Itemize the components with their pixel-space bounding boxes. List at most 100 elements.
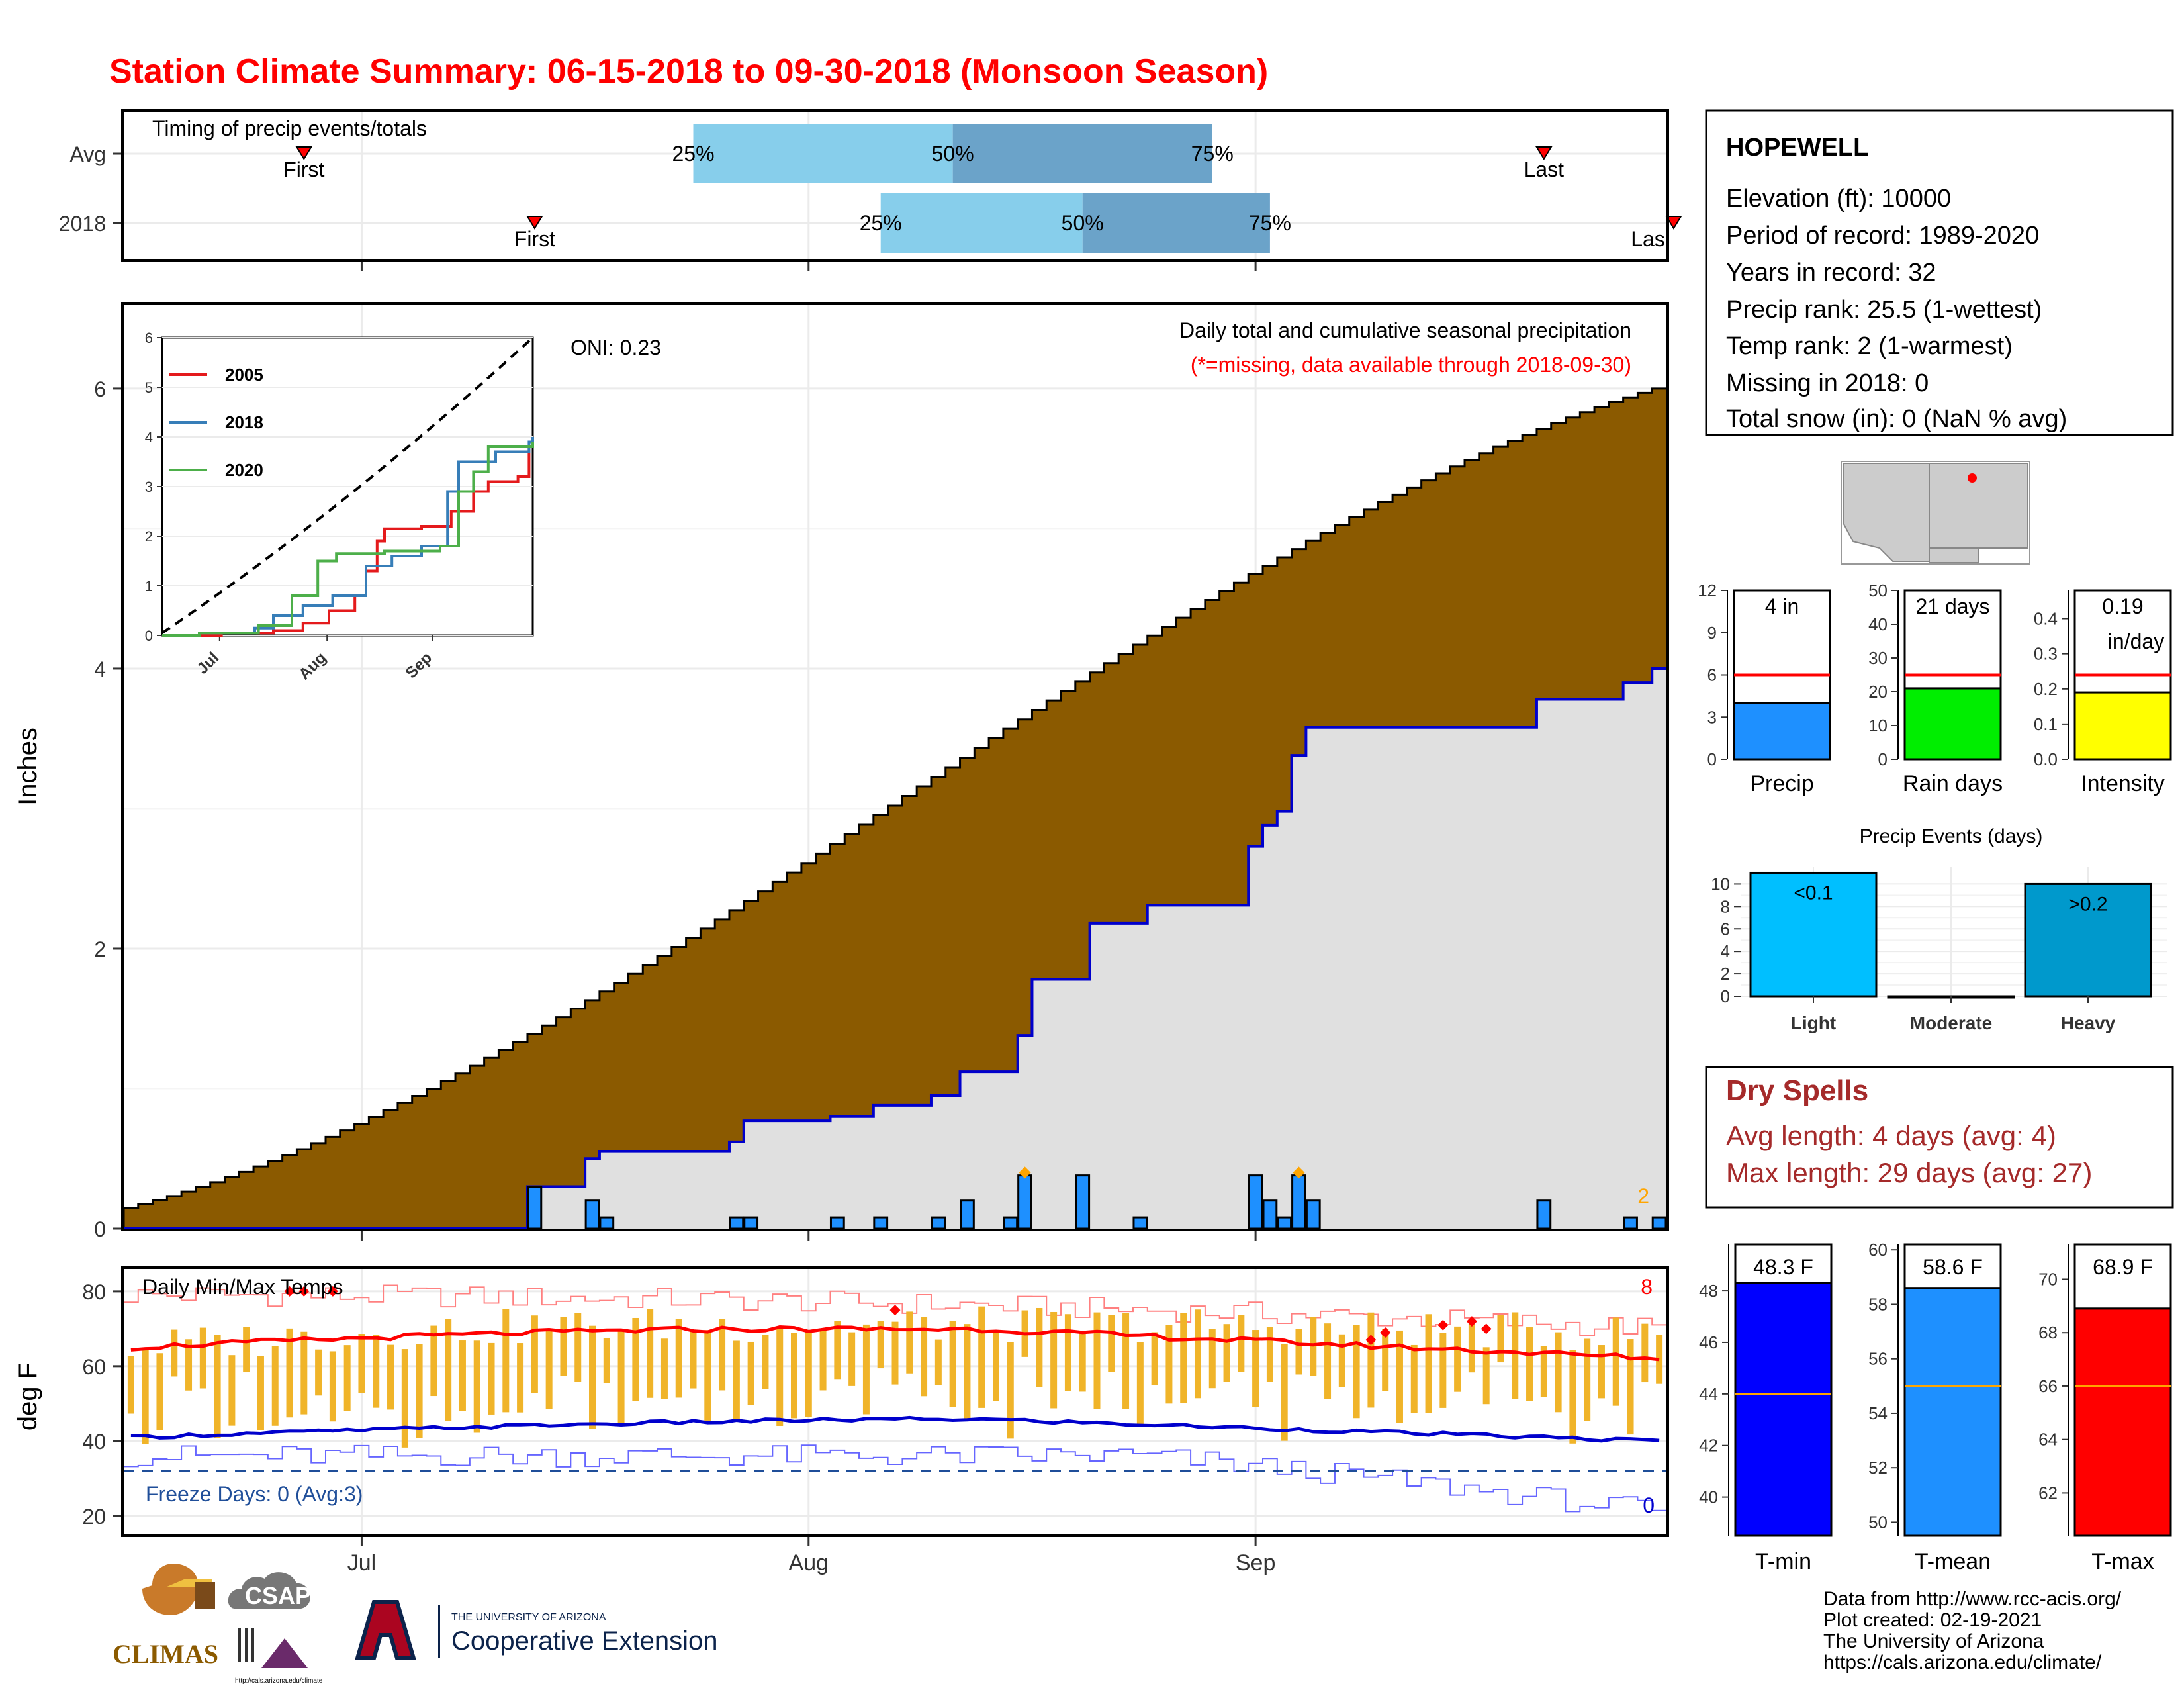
record-high-marker bbox=[1466, 1316, 1477, 1327]
daily-precip-bar bbox=[960, 1199, 975, 1230]
event-category-label: Heavy bbox=[2061, 1013, 2116, 1033]
y-tick-label: 40 bbox=[82, 1430, 106, 1454]
timing-bar-q2 bbox=[1082, 193, 1270, 253]
daily-temp-bar bbox=[891, 1321, 899, 1385]
logo-divider bbox=[438, 1605, 440, 1658]
temperature-value-label: 68.9 F bbox=[2093, 1255, 2153, 1279]
y-tick-label: 44 bbox=[1699, 1384, 1718, 1404]
inset-series-line bbox=[162, 437, 534, 637]
daily-temp-bar bbox=[358, 1334, 365, 1393]
footer-line: Data from http://www.rcc-acis.org/ bbox=[1823, 1588, 2122, 1610]
inset-y-tick-label: 3 bbox=[145, 479, 153, 495]
daily-temp-bar bbox=[992, 1330, 999, 1401]
temperature-value-label: 58.6 F bbox=[1923, 1255, 1983, 1279]
timing-row-label: 2018 bbox=[59, 212, 106, 236]
y-tick-label: 30 bbox=[1868, 648, 1888, 668]
timing-row-label: Avg bbox=[69, 142, 106, 166]
dry-spells-title: Dry Spells bbox=[1726, 1074, 1868, 1107]
daily-temp-bar bbox=[1482, 1347, 1490, 1405]
flag-marker bbox=[1293, 1166, 1305, 1179]
record-high-marker bbox=[1380, 1327, 1391, 1338]
daily-temp-bar bbox=[1281, 1344, 1288, 1441]
daily-precip-bar bbox=[1248, 1174, 1263, 1230]
daily-temp-bar bbox=[531, 1315, 538, 1393]
temperature-bar bbox=[1734, 1282, 1833, 1537]
y-tick-label: 9 bbox=[1707, 623, 1717, 643]
daily-precip-bar bbox=[873, 1216, 889, 1230]
daily-temp-bar bbox=[848, 1332, 856, 1386]
daily-temp-bar bbox=[617, 1329, 625, 1425]
daily-temp-bar bbox=[127, 1356, 134, 1414]
daily-temp-bar bbox=[488, 1342, 495, 1415]
event-bar-label: <0.1 bbox=[1794, 882, 1833, 904]
daily-temp-bar bbox=[1208, 1329, 1216, 1389]
temperature-value-label: 48.3 F bbox=[1753, 1255, 1813, 1279]
daily-temp-bar bbox=[964, 1324, 971, 1419]
climas-logo-text: CLIMAS bbox=[113, 1639, 218, 1669]
avg-max-line bbox=[130, 1325, 1660, 1362]
event-bar bbox=[2024, 882, 2152, 998]
daily-temp-bar bbox=[660, 1338, 668, 1399]
station-line: Years in record: 32 bbox=[1726, 259, 1936, 287]
daily-precip-bar bbox=[1651, 1216, 1667, 1230]
precip-ylabel: Inches bbox=[13, 727, 42, 806]
y-tick-label: 52 bbox=[1868, 1458, 1888, 1477]
daily-temp-bar bbox=[733, 1340, 740, 1421]
y-tick-label: 10 bbox=[1868, 716, 1888, 735]
inset-series-line bbox=[162, 442, 534, 637]
record-min-line bbox=[124, 1444, 1666, 1513]
daily-temp-bar bbox=[1396, 1330, 1403, 1423]
station-location-marker bbox=[1968, 473, 1977, 483]
y-tick-label: 2 bbox=[1721, 964, 1730, 984]
daily-temp-bar bbox=[632, 1317, 639, 1402]
y-tick-label: 50 bbox=[1868, 1512, 1888, 1532]
inset-legend-label: 2018 bbox=[225, 412, 263, 432]
inset-y-tick-label: 1 bbox=[145, 578, 153, 594]
percentile-label: 50% bbox=[1062, 211, 1104, 235]
temp-ylabel: deg F bbox=[13, 1363, 42, 1430]
x-tick-label: Sep bbox=[1236, 1550, 1276, 1575]
station-line: Total snow (in): 0 (NaN % avg) bbox=[1726, 405, 2067, 433]
daily-temp-bar bbox=[1468, 1321, 1475, 1373]
daily-temp-bar bbox=[1338, 1334, 1345, 1387]
percentile-label: 25% bbox=[860, 211, 902, 235]
daily-temp-bar bbox=[1223, 1324, 1230, 1382]
y-tick-label: 3 bbox=[1707, 707, 1717, 727]
y-tick-label: 40 bbox=[1868, 614, 1888, 634]
daily-temp-bar bbox=[1555, 1332, 1562, 1413]
footer-line: The University of Arizona bbox=[1823, 1630, 2044, 1652]
y-tick-label: 0.0 bbox=[2034, 749, 2058, 769]
daily-temp-bar bbox=[300, 1331, 308, 1415]
daily-temp-bar bbox=[1627, 1339, 1634, 1435]
daily-temp-bar bbox=[791, 1333, 798, 1419]
daily-temp-bar bbox=[762, 1335, 769, 1389]
daily-temp-bar bbox=[502, 1309, 510, 1413]
daily-temp-bar bbox=[1569, 1350, 1576, 1444]
summary-category-label: Precip bbox=[1750, 771, 1813, 796]
daily-temp-bar bbox=[473, 1340, 480, 1433]
ua-small-text: THE UNIVERSITY OF ARIZONA bbox=[451, 1612, 606, 1623]
daily-precip-bar bbox=[527, 1186, 543, 1230]
record-low-count: 0 bbox=[1643, 1493, 1655, 1517]
precip-events-chart: Precip Events (days) 02 46 810 <0.1 Light Mode… bbox=[1711, 825, 2167, 1033]
daily-temp-bar bbox=[1079, 1331, 1086, 1392]
climas-mesa-icon bbox=[195, 1582, 215, 1609]
daily-temp-bar bbox=[445, 1319, 452, 1421]
cloud-icon bbox=[228, 1572, 310, 1609]
last-event-label: Las bbox=[1631, 227, 1665, 251]
daily-temp-bar bbox=[719, 1319, 726, 1391]
last-event-marker bbox=[1665, 216, 1682, 230]
daily-precip-bar bbox=[1017, 1174, 1032, 1230]
rain-icon bbox=[238, 1628, 241, 1662]
footer-line: https://cals.arizona.edu/climate/ bbox=[1823, 1652, 2102, 1673]
summary-bar bbox=[2073, 691, 2172, 761]
y-tick-label: 42 bbox=[1699, 1436, 1718, 1456]
y-tick-label: 40 bbox=[1699, 1487, 1718, 1507]
y-tick-label: 70 bbox=[2038, 1269, 2058, 1289]
daily-temp-bar bbox=[1454, 1326, 1461, 1392]
daily-temp-bar bbox=[1238, 1315, 1245, 1372]
record-high-count: 8 bbox=[1641, 1275, 1653, 1299]
y-tick-label: 46 bbox=[1699, 1333, 1718, 1352]
daily-temp-bar bbox=[1612, 1317, 1619, 1406]
